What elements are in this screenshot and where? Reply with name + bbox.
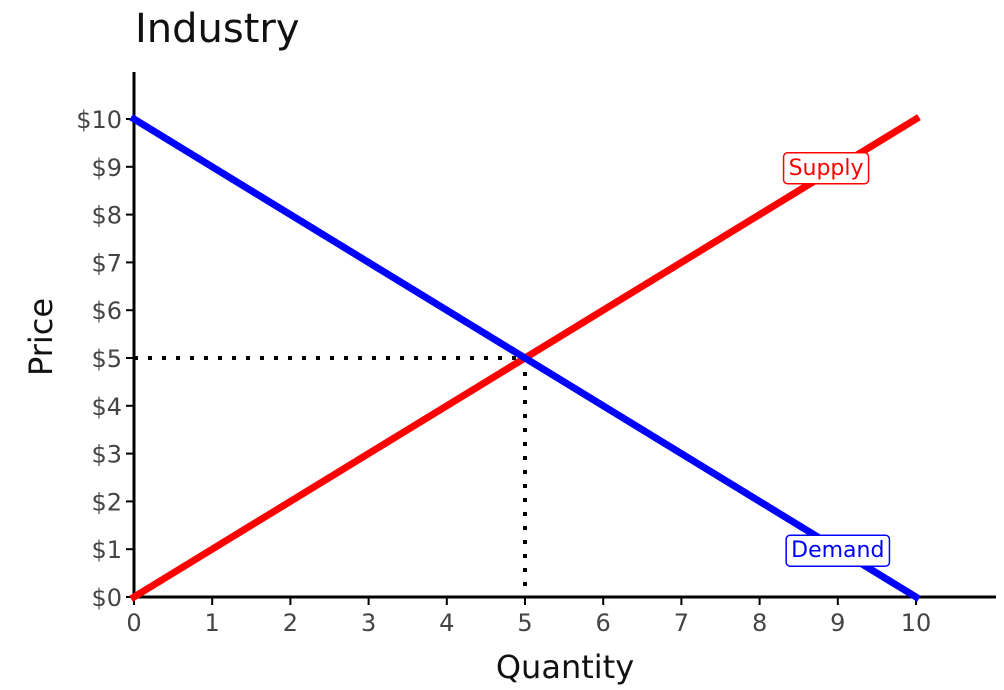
supply-label-box — [782, 152, 870, 185]
y-axis-label: Price — [22, 298, 60, 376]
x-tick-label: 9 — [830, 609, 845, 637]
y-tick-label: $5 — [91, 345, 122, 373]
x-tick-label: 0 — [126, 609, 141, 637]
x-axis-label: Quantity — [496, 648, 634, 686]
y-tick-label: $10 — [76, 106, 122, 134]
chart-title: Industry — [135, 6, 300, 52]
x-tick-label: 10 — [901, 609, 932, 637]
y-tick-label: $7 — [91, 249, 122, 277]
x-tick-label: 8 — [752, 609, 767, 637]
y-tick-label: $8 — [91, 202, 122, 230]
demand-curve — [129, 114, 921, 602]
x-tick-label: 5 — [517, 609, 532, 637]
x-tick-label: 1 — [205, 609, 220, 637]
y-tick-label: $3 — [91, 441, 122, 469]
x-tick-label: 4 — [439, 609, 454, 637]
y-tick-label: $9 — [91, 154, 122, 182]
y-tick-label: $2 — [91, 488, 122, 516]
x-tick-label: 3 — [361, 609, 376, 637]
y-tick-label: $4 — [91, 393, 122, 421]
x-tick-label: 7 — [674, 609, 689, 637]
y-tick-label: $6 — [91, 297, 122, 325]
plot-area: 0 1 2 3 4 5 6 7 8 9 10 $0 $1 $2 $3 $4 $5 $6 $7 $8 $9 $10 Suppl… — [76, 72, 996, 637]
y-tick-label: $1 — [91, 536, 122, 564]
supply-label: Supply — [789, 156, 864, 181]
x-tick-label: 2 — [283, 609, 298, 637]
x-tick-label: 6 — [596, 609, 611, 637]
y-tick-label: $0 — [91, 584, 122, 612]
demand-label-box — [785, 534, 891, 567]
demand-label: Demand — [791, 538, 884, 563]
